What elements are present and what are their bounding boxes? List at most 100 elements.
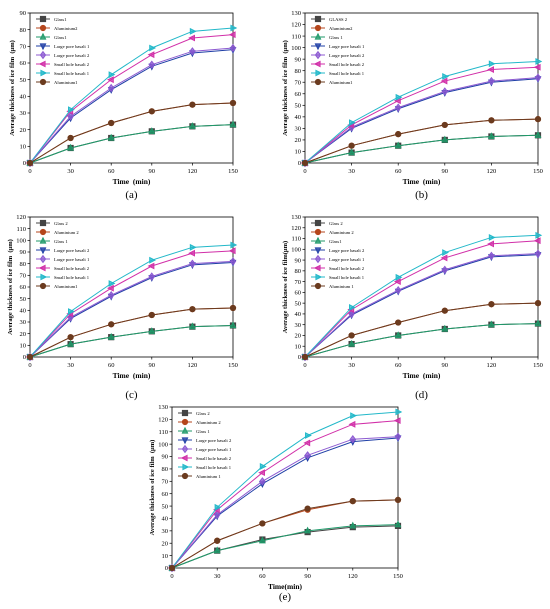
legend-marker <box>181 426 189 434</box>
series-line <box>304 66 539 164</box>
data-point <box>349 434 357 444</box>
data-point <box>189 306 196 313</box>
data-point <box>214 537 221 544</box>
legend-marker <box>314 236 322 244</box>
data-point <box>67 112 74 121</box>
panel-label: (a) <box>125 189 138 201</box>
y-tick-label: 30 <box>295 322 302 329</box>
panel-label: (d) <box>415 389 428 401</box>
y-tick-label: 130 <box>158 404 168 411</box>
legend-marker <box>314 254 322 264</box>
x-tick-label: 30 <box>67 168 74 175</box>
y-tick-label: 110 <box>291 33 301 40</box>
legend-entry: GLASS 2 <box>329 17 348 22</box>
data-point <box>258 469 265 477</box>
series-line <box>304 240 539 358</box>
x-tick-label: 120 <box>487 362 497 369</box>
y-tick-label: 130 <box>291 10 301 17</box>
legend-marker <box>39 32 47 40</box>
data-point <box>259 463 267 470</box>
data-point <box>442 249 450 256</box>
x-tick-label: 120 <box>188 362 198 369</box>
data-point <box>440 254 448 262</box>
data-point <box>534 319 542 327</box>
x-axis-label: Time (min) <box>403 177 441 186</box>
y-tick-label: 120 <box>16 214 26 221</box>
series-line <box>304 253 539 358</box>
data-point <box>228 31 236 39</box>
data-point <box>188 249 195 257</box>
series-line <box>171 525 399 569</box>
legend-marker <box>314 282 322 290</box>
legend-entry: Large pore basalt 1 <box>329 44 365 49</box>
legend-entry: Glass1 <box>329 239 342 244</box>
legend-entry: Aluminium 1 <box>196 474 221 479</box>
series-group <box>301 131 542 166</box>
series-line <box>171 499 399 569</box>
y-tick-label: 100 <box>16 238 26 245</box>
data-point <box>148 60 156 69</box>
x-tick-label: 30 <box>348 362 355 369</box>
data-point <box>441 324 449 332</box>
data-point <box>533 237 541 245</box>
legend-entry: Large pore basalt 1 <box>54 44 90 49</box>
data-point <box>229 99 237 107</box>
series-group <box>301 249 542 362</box>
data-point <box>189 47 196 56</box>
data-point <box>393 417 401 425</box>
legend-marker <box>39 247 47 255</box>
y-tick-label: 90 <box>20 249 27 256</box>
data-point <box>441 87 449 96</box>
legend-marker <box>314 247 322 255</box>
legend-marker <box>181 444 189 454</box>
data-point <box>304 451 311 460</box>
legend-marker <box>314 50 322 60</box>
legend-marker <box>39 78 47 86</box>
data-point <box>107 332 115 340</box>
x-tick-label: 60 <box>395 168 402 175</box>
legend-marker <box>39 50 47 60</box>
legend-marker <box>313 60 321 68</box>
series-group <box>301 300 542 361</box>
legend-entry: Aluminium2 <box>54 26 78 31</box>
data-point <box>394 286 402 295</box>
legend-marker <box>181 418 189 426</box>
data-point <box>188 322 196 330</box>
chart-panel: 0 30 60 90 120 150 0 10 20 30 40 50 60 70 80 90 Time (mi… <box>9 10 238 201</box>
y-tick-label: 30 <box>20 319 27 326</box>
y-tick-label: 80 <box>162 466 169 473</box>
y-tick-label: 60 <box>20 284 27 291</box>
legend-entry: Aluminium1 <box>54 80 78 85</box>
series-group <box>301 116 542 167</box>
legend-marker <box>314 78 322 86</box>
series-line <box>171 411 399 569</box>
data-point <box>394 103 402 112</box>
legend-marker <box>39 219 47 227</box>
y-tick-label: 100 <box>158 441 168 448</box>
data-point <box>108 119 115 127</box>
x-tick-label: 120 <box>487 168 497 175</box>
y-tick-label: 100 <box>291 45 301 52</box>
legend: Glass 2 Aluminium 2 Glass1 Large pore basal… <box>311 219 365 290</box>
data-point <box>348 142 355 149</box>
y-tick-label: 70 <box>20 273 27 280</box>
data-point <box>488 117 495 124</box>
data-point <box>68 106 75 114</box>
data-point <box>108 71 116 79</box>
data-point <box>535 231 543 239</box>
series-line <box>29 47 234 164</box>
legend-entry: Glass1 <box>54 17 67 22</box>
x-tick-label: 90 <box>149 362 156 369</box>
data-point <box>214 503 222 511</box>
legend-entry: Small hole basalt 2 <box>329 62 365 67</box>
y-tick-label: 120 <box>291 22 301 29</box>
panel-label: (c) <box>125 389 138 401</box>
data-point <box>394 432 402 441</box>
series-line <box>304 254 539 358</box>
y-axis-label: Average thickness of ice film (μm) <box>282 40 289 136</box>
y-tick-label: 0 <box>23 160 26 167</box>
legend-marker <box>39 254 47 264</box>
y-tick-label: 70 <box>295 79 302 86</box>
chart-panel: 0 30 60 90 120 150 0 10 20 30 40 50 60 70 80 90 100 110 12… <box>282 214 543 401</box>
series-group <box>26 257 237 362</box>
